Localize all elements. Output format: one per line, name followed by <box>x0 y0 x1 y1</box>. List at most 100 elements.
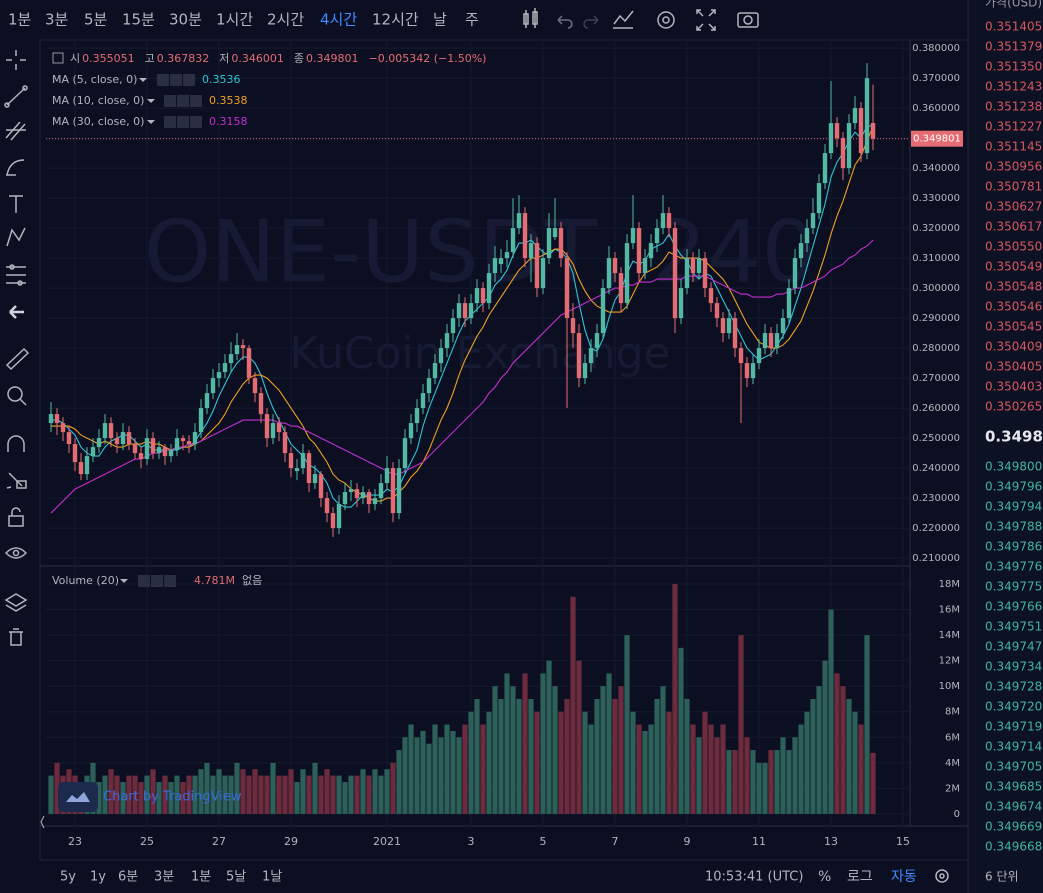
interval-button[interactable]: 3분 <box>45 11 69 29</box>
trend-line-tool[interactable] <box>4 85 28 108</box>
candle-body <box>96 438 102 448</box>
legend-icon[interactable] <box>177 116 189 128</box>
candle-body <box>768 333 774 349</box>
text-tool[interactable] <box>9 195 23 213</box>
prediction-tool[interactable] <box>6 264 26 286</box>
visibility-tool[interactable] <box>4 547 28 559</box>
zoom-tool[interactable] <box>7 386 27 406</box>
legend-menu[interactable] <box>139 78 147 82</box>
volume-bar <box>870 752 876 814</box>
layers-tool[interactable] <box>4 593 28 612</box>
interval-button[interactable]: 5분 <box>84 11 108 29</box>
y-tick-label: 18M <box>939 579 960 590</box>
undo-button[interactable] <box>557 15 573 29</box>
volume-bar <box>354 775 360 814</box>
volume-bar <box>216 769 222 814</box>
legend-icon[interactable] <box>164 95 176 107</box>
volume-bar <box>672 583 678 814</box>
brush-tool[interactable] <box>6 159 25 176</box>
y-tick-label: 0.340000 <box>912 163 960 174</box>
order-book-footer[interactable]: 6 단위 <box>985 870 1019 884</box>
lock-draw-tool[interactable] <box>6 472 27 489</box>
x-tick-label: 9 <box>684 835 691 848</box>
interval-button[interactable]: 15분 <box>122 11 155 29</box>
volume-bar <box>114 775 120 814</box>
delete-tool[interactable] <box>9 628 23 646</box>
fullscreen-button[interactable] <box>696 9 716 31</box>
interval-button[interactable]: 날 <box>433 11 447 29</box>
volume-bar <box>462 724 468 814</box>
ask-price: 0.350627 <box>985 200 1042 214</box>
indicators-button[interactable] <box>613 10 634 29</box>
ask-price: 0.351243 <box>985 80 1042 94</box>
interval-button[interactable]: 30분 <box>169 11 202 29</box>
y-tick-label: 8M <box>945 707 960 718</box>
legend-menu[interactable] <box>147 99 155 103</box>
volume-bar <box>138 782 144 814</box>
last-price-tag <box>911 130 963 147</box>
candle-body <box>552 228 558 238</box>
legend-icon[interactable] <box>177 95 189 107</box>
volume-bar <box>246 775 252 814</box>
legend-icon[interactable] <box>157 74 169 86</box>
range-button[interactable]: 6분 <box>118 870 138 885</box>
legend-toggle[interactable] <box>52 52 64 64</box>
candle-body <box>288 453 294 469</box>
legend-icon[interactable] <box>190 116 202 128</box>
interval-button[interactable]: 12시간 <box>372 11 419 29</box>
axis-settings-button[interactable] <box>935 869 949 883</box>
ruler-tool[interactable] <box>5 347 30 371</box>
collapse-button[interactable] <box>40 815 45 829</box>
crosshair-tool[interactable] <box>6 50 26 70</box>
volume-bar <box>516 698 522 814</box>
chart-type-button[interactable] <box>523 8 538 28</box>
magnet-tool[interactable] <box>7 435 25 452</box>
legend-icon[interactable] <box>190 95 202 107</box>
legend-menu[interactable] <box>147 120 155 124</box>
range-button[interactable]: 1날 <box>262 870 282 885</box>
range-button[interactable]: 3분 <box>154 870 174 885</box>
snapshot-button[interactable] <box>737 12 759 28</box>
range-button[interactable]: 1y <box>90 870 106 885</box>
settings-button[interactable] <box>657 11 675 29</box>
fib-tool[interactable] <box>5 121 26 141</box>
scale-option[interactable]: 로그 <box>847 869 873 885</box>
legend-icon[interactable] <box>164 575 176 587</box>
interval-button[interactable]: 주 <box>465 11 479 29</box>
volume-bar <box>300 769 306 814</box>
range-button[interactable]: 1분 <box>191 870 211 885</box>
legend-icon[interactable] <box>164 116 176 128</box>
scale-option[interactable]: 자동 <box>891 869 917 885</box>
volume-bar <box>540 673 546 814</box>
volume-bar <box>306 775 312 814</box>
legend-icon[interactable] <box>170 74 182 86</box>
lock-tool[interactable] <box>8 507 24 527</box>
ohlc-value: 0.355051 <box>82 52 135 65</box>
interval-button[interactable]: 2시간 <box>267 11 304 29</box>
pattern-tool[interactable] <box>6 227 26 247</box>
legend-icon[interactable] <box>151 575 163 587</box>
candle-body <box>810 213 816 229</box>
interval-button[interactable]: 1시간 <box>216 11 253 29</box>
interval-button[interactable]: 1분 <box>8 11 32 29</box>
candle-body <box>660 213 666 229</box>
legend-icon[interactable] <box>183 74 195 86</box>
bid-price: 0.349775 <box>985 580 1042 594</box>
range-button[interactable]: 5날 <box>226 870 246 885</box>
volume-bar <box>552 686 558 814</box>
bid-price: 0.349786 <box>985 540 1042 554</box>
scale-option[interactable]: % <box>818 869 831 885</box>
back-button[interactable] <box>9 305 24 319</box>
volume-bar <box>594 698 600 814</box>
candle-body <box>528 243 534 259</box>
redo-button[interactable] <box>583 15 599 29</box>
volume-bar <box>660 686 666 814</box>
legend-icon[interactable] <box>138 575 150 587</box>
legend-menu[interactable] <box>120 579 128 583</box>
range-button[interactable]: 5y <box>60 870 76 885</box>
candle-body <box>84 456 90 475</box>
candle-body <box>444 333 450 349</box>
candle-body <box>318 474 324 499</box>
interval-button[interactable]: 4시간 <box>320 11 357 29</box>
